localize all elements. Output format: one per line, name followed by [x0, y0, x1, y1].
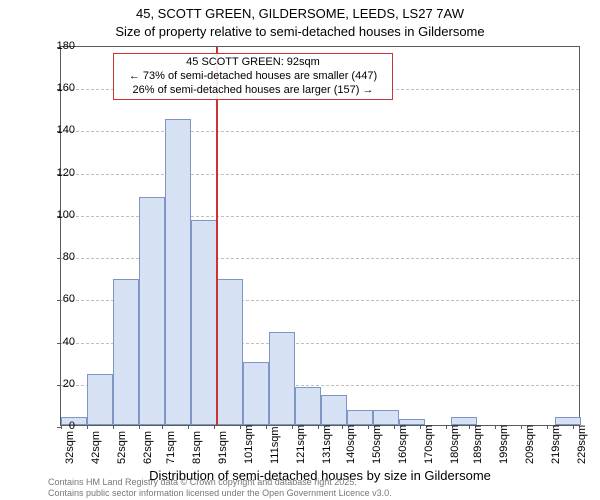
histogram-bar: [113, 279, 139, 425]
gridline: [61, 131, 579, 132]
xtick-label: 180sqm: [449, 425, 461, 464]
xtick-label: 199sqm: [498, 425, 510, 464]
annotation-line2: ← 73% of semi-detached houses are smalle…: [118, 70, 388, 84]
ytick-label: 140: [45, 124, 75, 136]
xtick-mark: [87, 425, 88, 429]
histogram-bar: [191, 220, 217, 425]
xtick-mark: [495, 425, 496, 429]
xtick-label: 62sqm: [142, 431, 154, 464]
ytick-label: 180: [45, 40, 75, 52]
xtick-label: 131sqm: [321, 425, 333, 464]
xtick-label: 219sqm: [550, 425, 562, 464]
xtick-mark: [113, 425, 114, 429]
ytick-label: 20: [45, 378, 75, 390]
xtick-label: 71sqm: [165, 431, 177, 464]
xtick-mark: [318, 425, 319, 429]
footer-line1: Contains HM Land Registry data © Crown c…: [48, 477, 392, 487]
ytick-label: 160: [45, 82, 75, 94]
histogram-bar: [295, 387, 321, 425]
xtick-label: 229sqm: [576, 425, 588, 464]
xtick-mark: [573, 425, 574, 429]
ytick-label: 120: [45, 167, 75, 179]
xtick-mark: [240, 425, 241, 429]
reference-annotation: 45 SCOTT GREEN: 92sqm ← 73% of semi-deta…: [113, 53, 393, 100]
histogram-bar: [451, 417, 477, 425]
xtick-mark: [139, 425, 140, 429]
xtick-mark: [469, 425, 470, 429]
xtick-label: 111sqm: [269, 426, 281, 464]
histogram-bar: [243, 362, 269, 425]
xtick-mark: [368, 425, 369, 429]
histogram-bar: [217, 279, 243, 425]
histogram-bar: [321, 395, 347, 425]
reference-line: [216, 47, 218, 425]
xtick-mark: [188, 425, 189, 429]
histogram-bar: [347, 410, 373, 425]
xtick-mark: [342, 425, 343, 429]
xtick-mark: [446, 425, 447, 429]
histogram-bar: [373, 410, 399, 425]
xtick-mark: [521, 425, 522, 429]
footer-line2: Contains public sector information licen…: [48, 488, 392, 498]
xtick-mark: [292, 425, 293, 429]
xtick-label: 160sqm: [397, 425, 409, 464]
xtick-label: 189sqm: [472, 425, 484, 464]
xtick-label: 121sqm: [295, 425, 307, 464]
xtick-label: 209sqm: [524, 425, 536, 464]
annotation-line3: 26% of semi-detached houses are larger (…: [118, 84, 388, 98]
xtick-label: 52sqm: [116, 431, 128, 464]
histogram-bar: [269, 332, 295, 425]
xtick-label: 32sqm: [64, 431, 76, 464]
ytick-label: 80: [45, 251, 75, 263]
chart-title-line2: Size of property relative to semi-detach…: [0, 24, 600, 39]
chart-title-line1: 45, SCOTT GREEN, GILDERSOME, LEEDS, LS27…: [0, 6, 600, 21]
xtick-mark: [547, 425, 548, 429]
xtick-label: 42sqm: [90, 431, 102, 464]
histogram-bar: [165, 119, 191, 425]
gridline: [61, 174, 579, 175]
xtick-mark: [266, 425, 267, 429]
histogram-bar: [139, 197, 165, 425]
xtick-label: 150sqm: [371, 425, 383, 464]
xtick-mark: [162, 425, 163, 429]
xtick-mark: [420, 425, 421, 429]
ytick-label: 100: [45, 209, 75, 221]
xtick-label: 101sqm: [243, 425, 255, 464]
xtick-label: 140sqm: [345, 425, 357, 464]
footer-attribution: Contains HM Land Registry data © Crown c…: [48, 477, 392, 498]
ytick-label: 60: [45, 293, 75, 305]
chart-container: 45, SCOTT GREEN, GILDERSOME, LEEDS, LS27…: [0, 0, 600, 500]
ytick-label: 40: [45, 336, 75, 348]
plot-area: 45 SCOTT GREEN: 92sqm ← 73% of semi-deta…: [60, 46, 580, 426]
xtick-mark: [214, 425, 215, 429]
annotation-line1: 45 SCOTT GREEN: 92sqm: [118, 56, 388, 70]
xtick-label: 81sqm: [191, 431, 203, 464]
xtick-label: 170sqm: [423, 425, 435, 464]
xtick-label: 91sqm: [217, 431, 229, 464]
histogram-bar: [555, 417, 581, 425]
histogram-bar: [87, 374, 113, 425]
xtick-mark: [394, 425, 395, 429]
